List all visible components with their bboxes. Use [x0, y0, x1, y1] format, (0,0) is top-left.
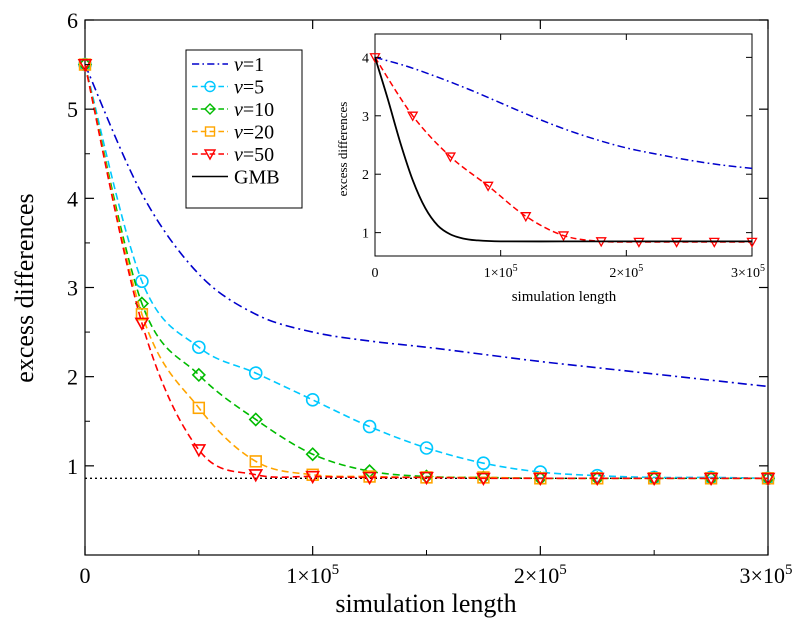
legend-label-5: GMB — [234, 167, 280, 189]
data-point-1-4 — [305, 393, 320, 407]
main-plot-content — [77, 57, 776, 486]
data-point-4-1 — [134, 317, 150, 331]
data-point-1-5 — [362, 419, 377, 434]
data-point-4-8 — [532, 472, 548, 486]
data-point-3-1 — [135, 308, 149, 321]
data-point-4-2 — [191, 444, 207, 458]
data-point-3-3 — [249, 455, 262, 468]
data-point-4-3 — [248, 469, 264, 483]
legend-marker-1 — [204, 80, 216, 93]
inset-data-point-1-4 — [520, 212, 532, 223]
data-point-4-0 — [77, 58, 93, 73]
main-y-axis-label: excess differences — [10, 193, 39, 382]
main-x-tick-label-0: 0 — [80, 563, 91, 588]
inset-y-tick-label-3: 4 — [362, 51, 369, 66]
main-y-tick-label-0: 1 — [67, 454, 78, 479]
inset-plot-area — [374, 33, 753, 257]
inset-series-line-0 — [374, 56, 753, 170]
inset-data-point-1-5 — [557, 231, 570, 242]
data-point-1-6 — [419, 441, 434, 455]
main-axes: 1 2 3 4 5 6 0 1×105 2×105 3×105 — [67, 8, 792, 588]
data-point-2-3 — [248, 412, 263, 427]
data-point-4-10 — [646, 472, 662, 486]
inset-y-tick-label-0: 1 — [362, 227, 369, 242]
inset-x-axis-label: simulation length — [512, 289, 617, 305]
data-point-3-4 — [306, 468, 319, 481]
main-x-axis-label: simulation length — [335, 589, 516, 618]
data-point-1-1 — [135, 274, 149, 289]
series-line-4 — [84, 64, 768, 480]
data-point-4-4 — [305, 470, 321, 485]
inset-data-point-1-3 — [482, 181, 494, 192]
main-x-tick-label-1: 1×105 — [286, 562, 339, 588]
main-y-tick-label-2: 3 — [67, 276, 78, 301]
inset-x-tick-label-3: 3×105 — [731, 263, 765, 281]
inset-data-point-1-10 — [746, 237, 758, 248]
data-point-4-12 — [760, 472, 776, 486]
legend-marker-2 — [204, 103, 216, 115]
data-point-4-9 — [589, 472, 605, 486]
data-point-2-4 — [305, 447, 320, 462]
legend-marker-4 — [203, 149, 217, 161]
main-y-tick-label-4: 5 — [67, 97, 78, 122]
data-point-4-6 — [419, 471, 434, 486]
inset-y-axis-label: excess differences — [335, 102, 350, 197]
inset-x-tick-label-1: 1×105 — [484, 263, 518, 281]
legend-label-4: v=50 — [234, 144, 274, 166]
legend-label-3: v=20 — [234, 122, 274, 144]
inset-data-point-1-2 — [444, 152, 457, 163]
main-x-tick-label-3: 3×105 — [740, 562, 793, 588]
inset-series-line-2 — [374, 57, 752, 243]
main-y-tick-label-5: 6 — [67, 8, 78, 33]
inset-data-point-1-7 — [633, 237, 645, 248]
data-point-1-3 — [248, 366, 263, 380]
inset-data-point-1-9 — [708, 237, 720, 248]
data-point-4-11 — [703, 472, 719, 486]
data-point-4-5 — [362, 471, 377, 486]
main-y-tick-label-1: 2 — [67, 365, 78, 390]
data-point-1-2 — [192, 340, 206, 355]
inset-plot-content — [369, 53, 758, 248]
data-point-2-2 — [191, 367, 206, 383]
inset-data-point-1-8 — [670, 237, 683, 248]
inset-y-tick-label-2: 3 — [362, 110, 369, 125]
inset-y-tick-label-1: 2 — [362, 168, 369, 183]
inset-x-tick-label-2: 2×105 — [609, 263, 643, 281]
data-point-1-7 — [476, 456, 491, 470]
legend-label-0: v=1 — [234, 54, 264, 76]
data-point-3-2 — [192, 401, 206, 415]
inset-axes: 1 2 3 4 0 1×105 2×105 3×105 — [362, 34, 765, 281]
main-y-tick-label-3: 4 — [67, 186, 78, 211]
data-point-4-7 — [476, 472, 491, 486]
legend-label-1: v=5 — [234, 77, 264, 99]
inset-x-tick-label-0: 0 — [372, 266, 379, 281]
legend-label-2: v=10 — [234, 99, 274, 121]
inset-data-point-1-1 — [407, 111, 419, 122]
legend-marker-3 — [204, 126, 216, 137]
series-line-1 — [84, 64, 769, 480]
main-x-tick-label-2: 2×105 — [514, 562, 567, 588]
